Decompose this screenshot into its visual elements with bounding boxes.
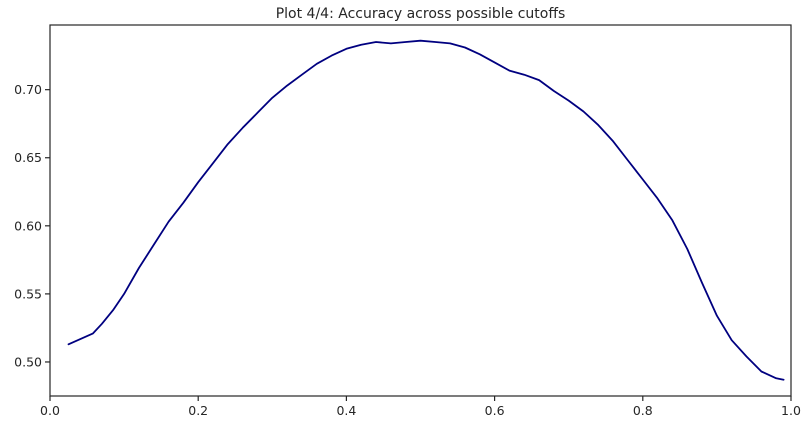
x-tick-label: 0.4 (336, 403, 356, 418)
y-tick-label: 0.50 (14, 354, 42, 369)
accuracy-line (67, 39, 785, 381)
x-tick-label: 0.2 (188, 403, 208, 418)
x-axis: 0.0 0.2 0.4 0.6 0.8 1.0 (40, 396, 801, 418)
y-tick-label: 0.55 (14, 286, 42, 301)
y-tick-label: 0.70 (14, 82, 42, 97)
y-axis: 0.50 0.55 0.60 0.65 0.70 (14, 82, 50, 369)
plot-frame (49, 24, 792, 397)
x-tick-label: 0.0 (40, 403, 60, 418)
x-tick-label: 0.6 (485, 403, 505, 418)
chart-title: Plot 4/4: Accuracy across possible cutof… (276, 6, 566, 22)
y-tick-label: 0.60 (14, 218, 42, 233)
y-tick-label: 0.65 (14, 150, 42, 165)
x-tick-label: 0.8 (633, 403, 653, 418)
x-tick-label: 1.0 (781, 403, 801, 418)
series-layer (67, 39, 785, 381)
